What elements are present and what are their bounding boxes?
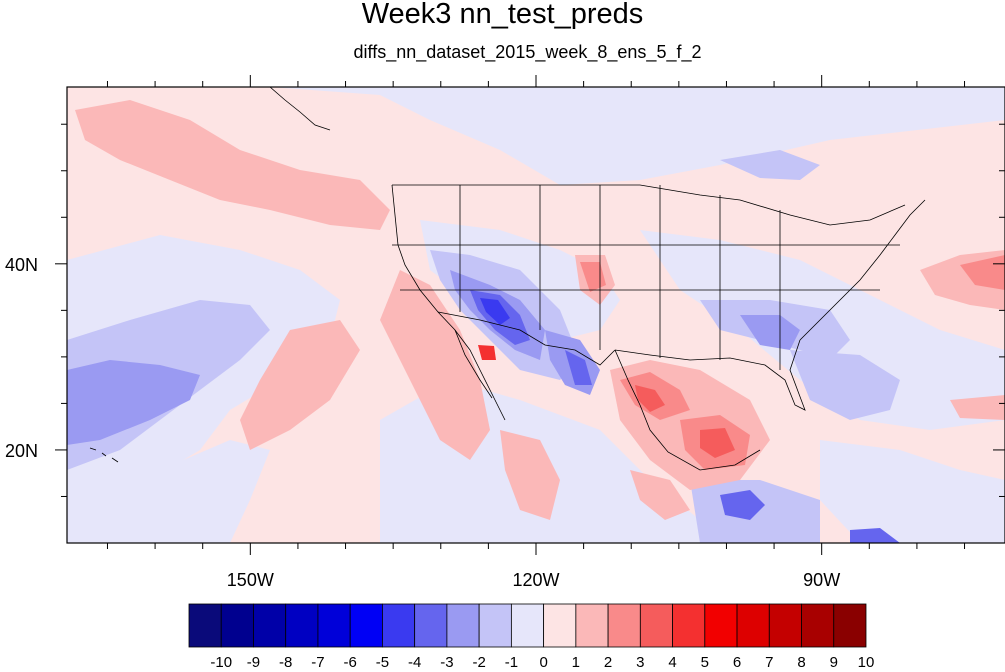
field-red-texas-coast xyxy=(635,385,665,412)
colorbar-label: 0 xyxy=(539,654,547,671)
x-tick-label: 150W xyxy=(227,570,274,590)
plot-title: Week3 nn_test_preds xyxy=(361,0,644,30)
colorbar-label: 7 xyxy=(765,654,773,671)
field-pink-caribbean xyxy=(630,470,690,520)
baja-peninsula xyxy=(454,329,493,399)
field-strong-blue-southeast xyxy=(740,315,800,350)
colorbar-label: -8 xyxy=(279,654,292,671)
anomaly-field xyxy=(67,87,1005,543)
colorbar-label: 2 xyxy=(604,654,612,671)
colorbar-swatch xyxy=(188,603,222,648)
field-blue-northeast-canada xyxy=(720,150,820,180)
colorbar-label: 4 xyxy=(668,654,676,671)
colorbar-label: 10 xyxy=(858,654,875,671)
colorbar-label: 8 xyxy=(797,654,805,671)
coastlines-and-borders xyxy=(89,87,926,471)
colorbar-swatch xyxy=(285,603,319,648)
field-red-gulf xyxy=(700,428,735,458)
field-blue-atlantic xyxy=(790,350,900,420)
colorbar-label: -9 xyxy=(247,654,260,671)
us-east-coast xyxy=(799,199,926,341)
field-deepest-blue-core xyxy=(480,298,510,325)
field-pink-pacific-tongue xyxy=(240,320,360,450)
colorbar-swatch xyxy=(220,603,254,648)
field-strong-blue-pacific xyxy=(67,360,200,445)
colorbar-swatch xyxy=(672,603,706,648)
colorbar-label: -4 xyxy=(408,654,421,671)
hawaii-islands xyxy=(89,447,119,463)
colorbar-swatch xyxy=(736,603,770,648)
colorbar-label: -5 xyxy=(376,654,389,671)
colorbar-label: 9 xyxy=(830,654,838,671)
colorbar-swatch xyxy=(478,603,512,648)
colorbar-swatch xyxy=(253,603,287,648)
field-light-blue-southwest xyxy=(67,440,270,543)
colorbar-label: -1 xyxy=(505,654,518,671)
mexico-gulf-coast xyxy=(614,349,761,471)
us-mexico-border xyxy=(437,311,616,366)
colorbar-swatch xyxy=(317,603,351,648)
us-gulf-coast xyxy=(614,339,806,411)
colorbar-swatch xyxy=(510,603,545,648)
field-light-blue-northwest xyxy=(67,87,1005,185)
map-axis-ticks: 150W 120W 90W 40N 20N xyxy=(5,75,1005,590)
y-tick-label: 40N xyxy=(5,255,38,275)
colorbar-swatch xyxy=(446,603,480,648)
colorbar-swatch xyxy=(833,603,867,648)
colorbar: -10 -9 -8 -7 -6 -5 -4 -3 -2 -1 0 1 2 3 4 5 6 7 8 9 10 xyxy=(188,603,875,671)
colorbar-label: -7 xyxy=(311,654,324,671)
field-pink-east-lower xyxy=(950,395,1005,420)
field-light-blue-southeast xyxy=(820,440,1005,543)
colorbar-swatch xyxy=(768,603,802,648)
colorbar-swatch xyxy=(639,603,673,648)
colorbar-label: 1 xyxy=(572,654,580,671)
field-deep-blue-southern-edge xyxy=(850,528,900,543)
colorbar-swatch xyxy=(704,603,738,648)
colorbar-label: 6 xyxy=(733,654,741,671)
colorbar-swatch xyxy=(414,603,448,648)
x-tick-label: 90W xyxy=(803,570,840,590)
colorbar-swatch xyxy=(349,603,383,648)
x-tick-label: 120W xyxy=(512,570,559,590)
plot-subtitle: diffs_nn_dataset_2015_week_8_ens_5_f_2 xyxy=(353,42,702,62)
colorbar-swatch xyxy=(543,603,577,648)
field-salmon-plains xyxy=(580,262,606,292)
colorbar-swatch xyxy=(575,603,609,648)
colorbar-swatch xyxy=(607,603,641,648)
field-pink-baja xyxy=(380,270,490,460)
field-deep-blue-mexico xyxy=(565,350,592,385)
y-tick-label: 20N xyxy=(5,441,38,461)
field-strong-red-baja xyxy=(478,345,496,360)
colorbar-swatch xyxy=(801,603,835,648)
colorbar-label: -3 xyxy=(440,654,453,671)
colorbar-label: -10 xyxy=(210,654,232,671)
colorbar-label: -2 xyxy=(472,654,485,671)
alaska-coast xyxy=(269,87,331,131)
colorbar-label: -6 xyxy=(344,654,357,671)
field-pink-north-pacific xyxy=(75,100,390,230)
colorbar-label: 3 xyxy=(636,654,644,671)
colorbar-label: 5 xyxy=(701,654,709,671)
field-pink-mexico-pacific xyxy=(500,430,560,520)
field-deep-blue-central-america xyxy=(720,490,765,520)
colorbar-swatch xyxy=(382,603,416,648)
